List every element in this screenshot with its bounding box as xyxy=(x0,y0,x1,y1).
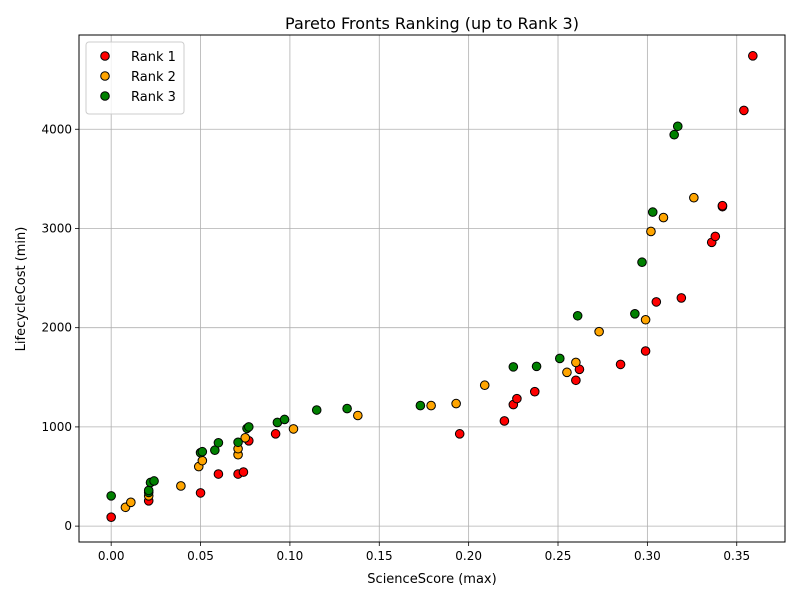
data-point xyxy=(658,212,669,223)
y-tick-label: 1000 xyxy=(41,420,72,434)
data-point xyxy=(646,226,656,237)
data-point xyxy=(279,414,290,425)
data-point xyxy=(311,405,322,415)
legend-marker xyxy=(100,51,110,61)
data-point xyxy=(640,346,651,356)
legend-label: Rank 2 xyxy=(131,70,176,85)
data-point xyxy=(353,410,363,421)
x-tick-label: 0.10 xyxy=(277,549,304,563)
plot-area xyxy=(79,35,785,542)
data-point xyxy=(676,293,687,303)
x-tick-label: 0.30 xyxy=(634,549,661,563)
data-point xyxy=(672,121,683,132)
data-point xyxy=(615,359,626,370)
legend-label: Rank 1 xyxy=(131,50,176,65)
data-point xyxy=(149,476,159,486)
y-tick-label: 4000 xyxy=(41,122,72,136)
x-tick-label: 0.35 xyxy=(723,549,750,563)
data-point xyxy=(415,400,426,411)
plot-frame xyxy=(78,34,786,543)
legend-marker xyxy=(100,71,110,81)
data-point xyxy=(213,469,224,479)
data-point xyxy=(647,207,658,217)
data-point xyxy=(197,455,208,466)
data-point xyxy=(554,353,565,364)
data-point xyxy=(594,326,604,337)
x-tick-label: 0.20 xyxy=(455,549,482,563)
y-tick-label: 0 xyxy=(64,519,72,533)
data-point xyxy=(512,393,522,404)
y-axis-title: LifecycleCost (min) xyxy=(14,227,29,352)
data-point xyxy=(106,512,116,522)
data-point xyxy=(710,231,721,242)
x-tick-label: 0.05 xyxy=(187,549,214,563)
data-point xyxy=(195,488,206,498)
chart-title: Pareto Fronts Ranking (up to Rank 3) xyxy=(285,14,579,33)
legend-marker xyxy=(100,91,110,101)
data-point xyxy=(571,357,581,368)
data-point xyxy=(571,375,581,386)
data-point xyxy=(426,400,436,411)
data-point xyxy=(651,297,662,307)
data-point xyxy=(531,361,542,372)
data-point xyxy=(243,422,254,432)
data-point xyxy=(717,200,728,211)
data-point xyxy=(238,467,249,477)
data-point xyxy=(499,416,510,426)
data-point xyxy=(106,491,116,501)
data-point xyxy=(529,386,540,397)
data-point xyxy=(669,129,679,140)
data-point xyxy=(454,429,465,439)
data-point xyxy=(689,192,699,203)
data-point xyxy=(637,257,647,268)
x-axis-title: ScienceScore (max) xyxy=(367,572,496,587)
data-point xyxy=(508,362,519,372)
data-point xyxy=(640,314,651,325)
data-point xyxy=(126,497,136,508)
series-2 xyxy=(120,192,699,513)
data-point xyxy=(451,398,461,409)
legend: Rank 1 Rank 2 Rank 3 xyxy=(85,41,185,115)
data-point xyxy=(562,367,572,378)
data-point xyxy=(630,309,640,319)
y-tick-label: 3000 xyxy=(41,221,72,235)
data-point xyxy=(176,481,186,491)
legend-box xyxy=(85,41,185,115)
data-point xyxy=(748,51,758,61)
data-point xyxy=(288,424,299,434)
data-points xyxy=(106,51,758,522)
data-point xyxy=(213,437,224,448)
data-point xyxy=(240,433,251,443)
series-3 xyxy=(106,121,683,501)
x-tick-label: 0.25 xyxy=(545,549,572,563)
data-point xyxy=(233,437,243,448)
y-tick-label: 2000 xyxy=(41,321,72,335)
x-axis-ticks: 0.00 0.05 0.10 0.15 0.20 0.25 0.30 0.35 xyxy=(98,542,750,563)
data-point xyxy=(739,105,749,116)
data-point xyxy=(572,310,583,321)
grid-lines xyxy=(79,35,785,542)
data-point xyxy=(197,446,208,457)
data-point xyxy=(143,485,154,496)
x-tick-label: 0.15 xyxy=(366,549,393,563)
series-1 xyxy=(106,51,758,522)
data-point xyxy=(342,403,352,414)
y-axis-ticks: 0 1000 2000 3000 4000 xyxy=(41,122,79,533)
legend-label: Rank 3 xyxy=(131,90,176,105)
x-tick-label: 0.00 xyxy=(98,549,125,563)
data-point xyxy=(479,380,490,391)
data-point xyxy=(270,429,281,439)
